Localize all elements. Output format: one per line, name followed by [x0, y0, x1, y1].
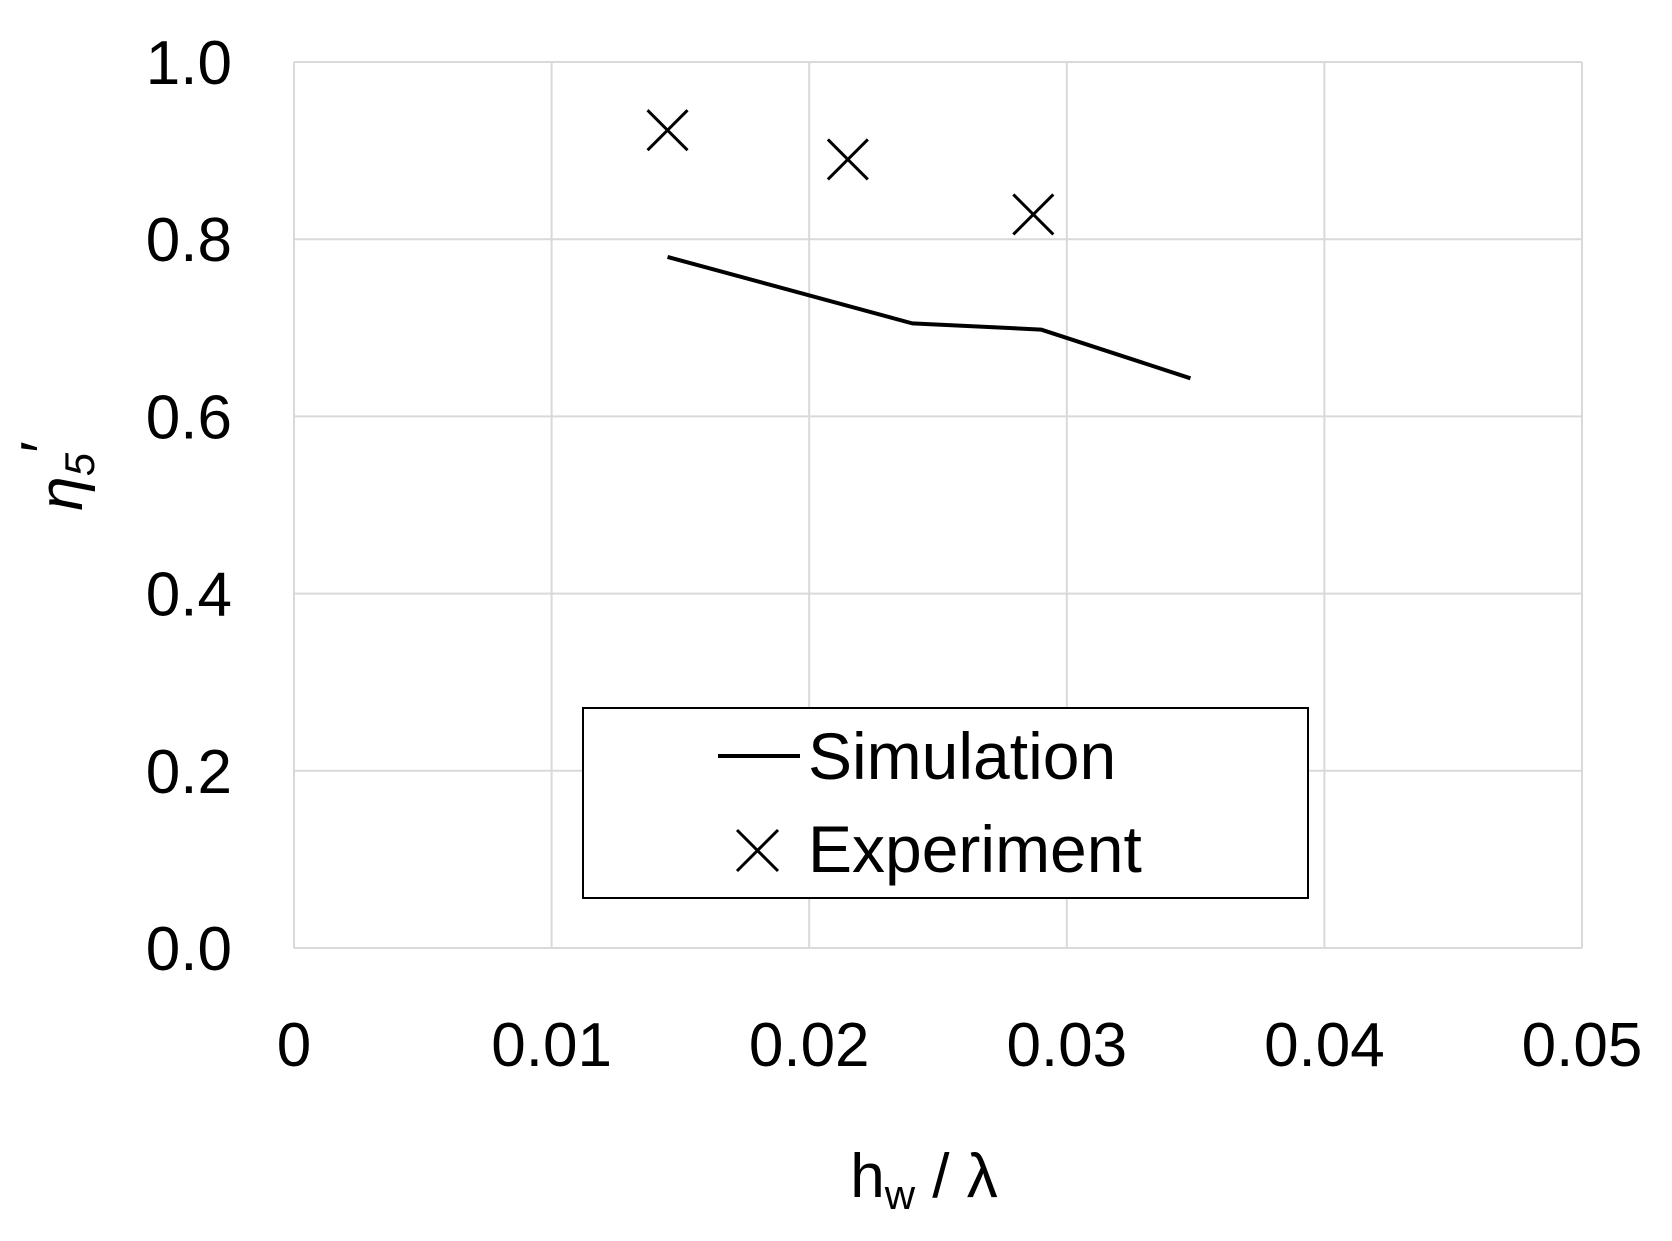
- y-axis-label: η5′: [9, 441, 103, 510]
- y-tick-label: 0.4: [146, 561, 232, 630]
- x-axis-label: hw / λ: [850, 1142, 998, 1218]
- legend-experiment-label: Experiment: [808, 812, 1142, 886]
- simulation-series-line: [666, 254, 1192, 381]
- y-tick-label: 0.8: [146, 206, 232, 275]
- y-tick-label: 1.0: [146, 29, 232, 98]
- x-tick-labels: 0 0.01 0.02 0.03 0.04 0.05: [277, 1011, 1643, 1080]
- x-tick-label: 0.03: [1006, 1011, 1127, 1080]
- x-tick-label: 0.02: [749, 1011, 870, 1080]
- legend-experiment-swatch: [735, 828, 780, 873]
- x-tick-label: 0.05: [1522, 1011, 1643, 1080]
- legend: Simulation Experiment: [582, 707, 1309, 899]
- experiment-point: [826, 138, 869, 181]
- experiment-point: [1012, 193, 1055, 236]
- legend-simulation-label: Simulation: [808, 719, 1116, 793]
- x-tick-label: 0.01: [491, 1011, 612, 1080]
- y-tick-labels: 0.0 0.2 0.4 0.6 0.8 1.0: [146, 29, 232, 984]
- x-tick-label: 0: [277, 1011, 311, 1080]
- y-tick-label: 0.6: [146, 383, 232, 452]
- series-layer: [646, 109, 1192, 381]
- y-tick-label: 0.0: [146, 915, 232, 984]
- x-tick-label: 0.04: [1264, 1011, 1385, 1080]
- y-tick-label: 0.2: [146, 738, 232, 807]
- experiment-point: [646, 109, 689, 152]
- legend-box: [582, 707, 1309, 899]
